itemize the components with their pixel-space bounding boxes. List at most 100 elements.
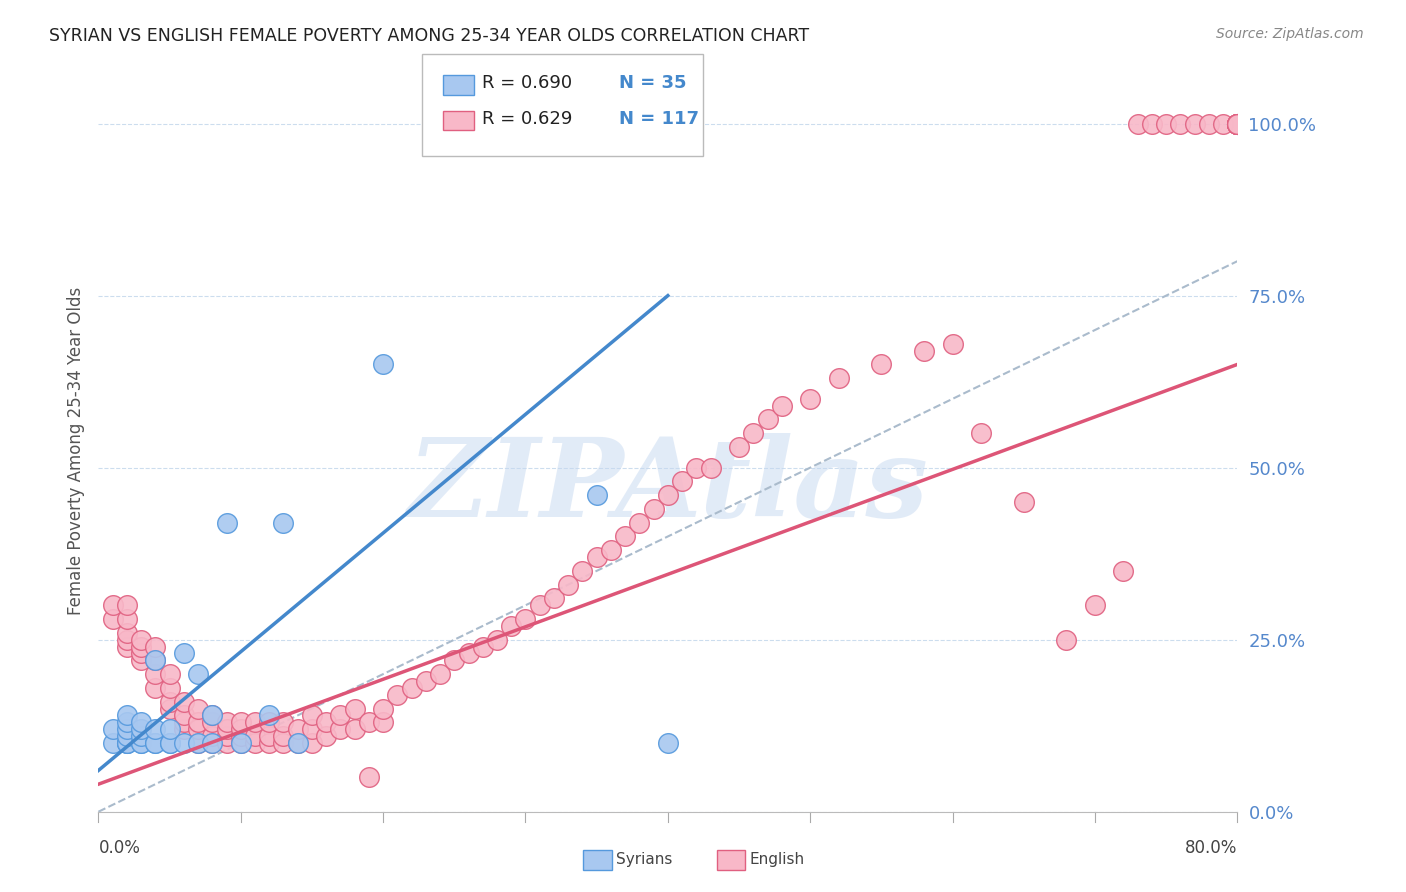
Point [201,708,224,723]
Point [828,371,851,385]
Point [970,426,993,441]
Point [315,729,337,743]
Point [145,653,167,667]
Point [614,529,637,543]
Text: 0.0%: 0.0% [98,839,141,857]
Point [756,412,779,426]
Point [373,358,395,372]
Text: 80.0%: 80.0% [1185,839,1237,857]
Point [1226,117,1249,131]
Point [1126,117,1149,131]
Point [215,516,238,530]
Point [201,736,224,750]
Point [215,722,238,736]
Point [115,736,138,750]
Point [685,460,707,475]
Point [101,612,124,626]
Point [1226,117,1249,131]
Point [115,640,138,654]
Point [1226,117,1249,131]
Point [173,722,195,736]
Point [215,729,238,743]
Point [671,475,693,489]
Point [387,688,409,702]
Text: SYRIAN VS ENGLISH FEMALE POVERTY AMONG 25-34 YEAR OLDS CORRELATION CHART: SYRIAN VS ENGLISH FEMALE POVERTY AMONG 2… [49,27,810,45]
Point [115,715,138,730]
Point [287,722,309,736]
Point [657,736,679,750]
Point [471,640,494,654]
Point [159,701,181,715]
Point [115,625,138,640]
Point [229,722,252,736]
Point [1084,599,1107,613]
Point [229,729,252,743]
Point [173,647,195,661]
Text: Source: ZipAtlas.com: Source: ZipAtlas.com [1216,27,1364,41]
Point [699,460,721,475]
Point [585,550,607,565]
Point [1226,117,1249,131]
Point [259,715,281,730]
Point [115,708,138,723]
Point [728,440,751,454]
Y-axis label: Female Poverty Among 25-34 Year Olds: Female Poverty Among 25-34 Year Olds [66,286,84,615]
Point [229,736,252,750]
Point [129,647,152,661]
Point [343,722,366,736]
Point [443,653,465,667]
Point [1012,495,1035,509]
Point [115,599,138,613]
Point [115,612,138,626]
Point [401,681,423,695]
Point [129,715,152,730]
Point [273,715,295,730]
Point [1170,117,1192,131]
Point [129,736,152,750]
Point [215,715,238,730]
Point [1226,117,1249,131]
Point [159,681,181,695]
Point [486,632,509,647]
Point [187,736,209,750]
Point [1112,564,1135,578]
Point [287,736,309,750]
Point [145,640,167,654]
Point [1140,117,1163,131]
Point [129,653,152,667]
Point [173,736,195,750]
Point [129,640,152,654]
Point [159,667,181,681]
Point [1226,117,1249,131]
Point [600,543,623,558]
Point [243,729,266,743]
Point [912,343,935,358]
Point [101,736,124,750]
Point [457,647,479,661]
Point [145,681,167,695]
Point [201,715,224,730]
Point [115,632,138,647]
Text: Syrians: Syrians [616,853,672,867]
Point [770,399,793,413]
Point [159,722,181,736]
Point [287,736,309,750]
Point [159,736,181,750]
Point [301,708,323,723]
Point [1056,632,1078,647]
Point [129,632,152,647]
Point [343,701,366,715]
Point [215,736,238,750]
Point [329,722,352,736]
Point [1184,117,1206,131]
Point [259,708,281,723]
Point [628,516,651,530]
Text: N = 117: N = 117 [619,110,699,128]
Point [657,488,679,502]
Point [1226,117,1249,131]
Point [643,502,665,516]
Text: ZIPAtlas: ZIPAtlas [408,433,928,541]
Point [259,736,281,750]
Point [273,516,295,530]
Point [1154,117,1177,131]
